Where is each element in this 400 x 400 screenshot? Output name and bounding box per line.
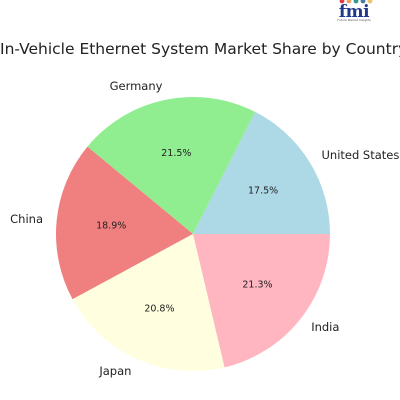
- pie-slice-germany: [87, 97, 256, 234]
- logo-dot: [339, 0, 345, 4]
- logo-dot: [346, 0, 352, 4]
- logo-dot: [353, 0, 359, 4]
- chart-title: In-Vehicle Ethernet System Market Share …: [0, 40, 400, 58]
- pct-label-germany: 21.5%: [161, 148, 191, 159]
- slice-label-united-states: United States: [321, 148, 399, 162]
- pie-slice-united-states: [193, 111, 330, 234]
- brand-logo: fmi Future Market Insights: [334, 0, 390, 22]
- logo-dot: [360, 0, 366, 4]
- pie-slice-china: [55, 146, 193, 300]
- pct-label-india: 21.3%: [242, 279, 272, 290]
- pct-label-china: 18.9%: [96, 221, 126, 232]
- logo-tagline: Future Market Insights: [337, 18, 371, 22]
- slice-label-germany: Germany: [110, 79, 163, 93]
- logo-text: fmi: [338, 2, 370, 22]
- slice-label-china: China: [10, 212, 43, 226]
- pct-label-united-states: 17.5%: [248, 186, 278, 197]
- logo-dots-icon: [339, 0, 373, 4]
- pct-label-japan: 20.8%: [144, 304, 174, 315]
- pie-slice-japan: [72, 234, 225, 371]
- logo-dot: [367, 0, 373, 4]
- pie-slice-india: [193, 234, 330, 368]
- slice-label-india: India: [311, 320, 339, 334]
- slice-label-japan: Japan: [98, 364, 131, 378]
